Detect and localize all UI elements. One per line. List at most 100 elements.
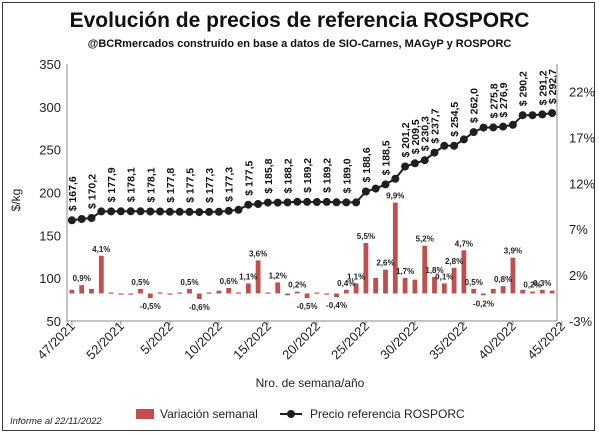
variation-bar — [187, 288, 192, 294]
price-label: $ 189,2 — [322, 158, 334, 193]
y2-tick-label: 2% — [569, 268, 588, 283]
price-label: $ 188,2 — [283, 158, 295, 193]
variation-bar — [236, 292, 241, 294]
report-date-footnote: Informe al 22/11/2022 — [10, 416, 102, 427]
price-point — [352, 198, 361, 207]
variation-bar — [549, 290, 555, 294]
variation-bar — [206, 292, 212, 294]
price-label: $ 177,8 — [165, 168, 177, 203]
variation-bar — [500, 286, 506, 294]
pct-label: 3,6% — [249, 249, 267, 258]
price-point — [489, 123, 498, 132]
pct-label: -0,2% — [473, 299, 494, 308]
pct-label: 2,8% — [445, 257, 463, 266]
y-tick-label: 150 — [39, 228, 61, 243]
price-point — [459, 135, 468, 144]
x-tick-label: 52/2021 — [83, 319, 127, 363]
price-point — [322, 197, 331, 206]
variation-bar — [402, 277, 408, 294]
price-point — [479, 123, 488, 132]
variation-bar — [441, 283, 447, 294]
variation-bar — [324, 293, 330, 295]
price-point — [224, 206, 233, 215]
variation-bar — [461, 250, 467, 294]
price-label: $ 189,0 — [341, 158, 353, 193]
labels-layer: $ 167,6 $ 170,2 $ 177,9 $ 178,1 $ 178,1 $ 177… — [67, 69, 559, 312]
pct-label: 1,7% — [396, 267, 414, 276]
variation-bar — [245, 283, 251, 294]
legend-line-marker — [287, 410, 295, 418]
pct-label: 4,7% — [455, 239, 473, 248]
pct-label: 5,5% — [357, 232, 375, 241]
price-point — [410, 159, 419, 168]
price-label: $ 178,1 — [145, 167, 157, 202]
pct-label: 0,2% — [523, 281, 541, 290]
x-axis-title: Nro. de semana/año — [256, 376, 365, 390]
variation-bar — [353, 283, 359, 294]
x-tick-label: 35/2022 — [426, 319, 470, 363]
variation-bar — [490, 288, 496, 294]
pct-label: 0,5% — [465, 278, 483, 287]
variation-bar — [314, 292, 320, 294]
price-point — [175, 207, 184, 216]
price-point — [87, 214, 96, 222]
price-point — [548, 109, 557, 118]
x-tick-label: 30/2022 — [377, 319, 421, 363]
pct-label: -0,5% — [297, 302, 318, 311]
price-label: $ 209,5 — [410, 119, 422, 154]
variation-bar — [422, 245, 428, 294]
price-point — [263, 198, 272, 207]
x-tick-label: 10/2022 — [181, 319, 225, 363]
price-point — [499, 122, 508, 131]
price-label: $ 291,2 — [537, 70, 549, 105]
y2-tick-label: 7% — [569, 222, 588, 237]
price-point — [342, 198, 351, 207]
y2-tick-label: 12% — [569, 176, 595, 191]
variation-bar — [373, 277, 379, 294]
y2-tick-label: 22% — [569, 85, 595, 100]
y-tick-label: 50 — [47, 314, 61, 329]
y-tick-label: 200 — [39, 186, 61, 201]
variation-bar — [147, 293, 153, 299]
legend-bar-label: Variación semanal — [160, 407, 258, 421]
pct-label: 0,3% — [533, 279, 551, 288]
y-tick-label: 300 — [39, 100, 61, 115]
legend-line-label: Precio referencia ROSPORC — [310, 407, 465, 421]
variation-bar — [118, 293, 124, 295]
pct-label: 0,2% — [288, 281, 306, 290]
variation-bar — [412, 279, 418, 294]
x-tick-label: 20/2022 — [279, 319, 323, 363]
variation-bar — [383, 269, 388, 294]
price-point — [391, 174, 400, 183]
pct-label: 3,9% — [504, 247, 522, 256]
price-label: $ 201,2 — [400, 122, 412, 157]
legend-bar-swatch — [136, 409, 154, 419]
pct-label: 1,8% — [425, 266, 443, 275]
variation-bar — [275, 282, 281, 294]
variation-bar — [157, 292, 163, 294]
price-point — [67, 216, 76, 225]
pct-label: 0,5% — [180, 278, 198, 287]
price-point — [185, 207, 194, 216]
variation-bar — [432, 276, 437, 294]
x-tick-label: 40/2022 — [475, 319, 519, 363]
y-tick-label: 250 — [39, 143, 61, 158]
price-label: $ 177,5 — [243, 161, 255, 196]
bars-layer — [69, 202, 555, 299]
price-point — [244, 200, 253, 209]
pct-label: 4,1% — [92, 245, 110, 254]
variation-bar — [69, 289, 75, 294]
x-tick-label: 5/2022 — [137, 319, 176, 358]
variation-bar — [226, 288, 232, 294]
pct-label: 5,2% — [416, 235, 434, 244]
variation-bar — [196, 293, 202, 299]
pct-label: 0,6% — [220, 277, 238, 286]
price-point — [450, 141, 459, 150]
variation-bar — [108, 292, 114, 294]
pct-label: 0,1% — [435, 272, 453, 281]
variation-bar — [343, 289, 349, 294]
price-point — [116, 207, 125, 216]
price-point — [508, 120, 517, 129]
legend: Variación semanal Precio referencia ROSP… — [136, 407, 465, 421]
price-label: $ 189,2 — [302, 158, 314, 193]
